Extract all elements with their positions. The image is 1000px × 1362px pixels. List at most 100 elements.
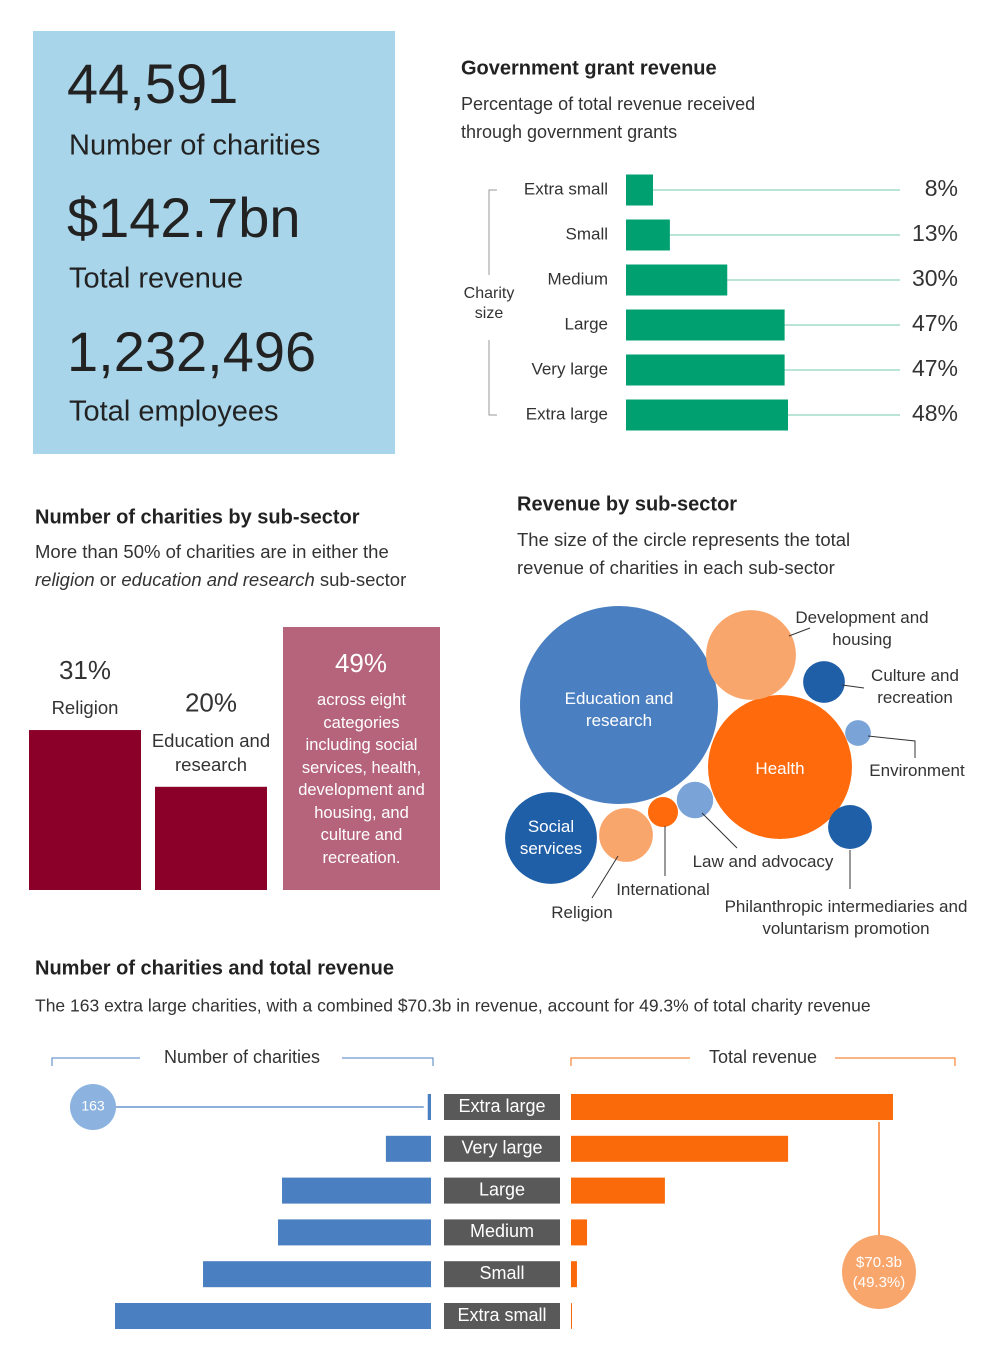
- bar: [626, 264, 728, 296]
- stat-value: 1,232,496: [67, 320, 316, 383]
- stat-label: Number of charities: [69, 130, 320, 162]
- bubble: [599, 808, 653, 862]
- bar: [278, 1219, 431, 1246]
- bubble-label-box: Development and housing: [795, 608, 929, 649]
- leader-line: [701, 812, 738, 849]
- chart-subtitle-box: More than 50% of charities are in either…: [35, 541, 407, 590]
- bar: [385, 1135, 431, 1162]
- bar: [571, 1177, 665, 1204]
- bubble: [845, 720, 871, 746]
- category-label: Extra large: [458, 1096, 545, 1116]
- chart-subtitle: Percentage of total revenue received thr…: [461, 94, 756, 142]
- chart-subtitle: The 163 extra large charities, with a co…: [35, 996, 871, 1016]
- value-label: 20%: [185, 688, 237, 718]
- chart-subtitle: The size of the circle represents the to…: [517, 529, 851, 578]
- bar: [571, 1303, 572, 1329]
- bubble-label-box: Philanthropic intermediaries and volunta…: [725, 897, 968, 938]
- value-label: 47%: [912, 355, 958, 381]
- bracket: [51, 1057, 434, 1066]
- stat-label: Total employees: [69, 396, 279, 428]
- legend-label: Number of charities: [164, 1047, 320, 1067]
- bracket: [570, 1057, 956, 1066]
- bubble: [708, 695, 852, 839]
- chart-title: Revenue by sub-sector: [517, 493, 737, 515]
- bar: [626, 309, 785, 341]
- bar: [155, 786, 267, 890]
- bar: [115, 1303, 432, 1329]
- bubble-label: Education and research: [564, 689, 674, 730]
- bubble: [706, 610, 796, 700]
- bubble-label: Religion: [551, 903, 613, 922]
- value-label: 30%: [912, 265, 958, 291]
- stat-value: $142.7bn: [67, 186, 301, 249]
- chart-subtitle-box: Percentage of total revenue received thr…: [461, 94, 756, 142]
- bar: [427, 1094, 431, 1120]
- legend-label: Total revenue: [709, 1047, 817, 1067]
- chart-title: Government grant revenue: [461, 57, 717, 79]
- annotation: (49.3%): [853, 1274, 906, 1291]
- leader-line: [591, 855, 619, 899]
- bubble-label: Law and advocacy: [692, 852, 834, 871]
- bar: [282, 1177, 431, 1204]
- category-label: Small: [479, 1263, 524, 1283]
- chart-subtitle-box: The size of the circle represents the to…: [517, 529, 851, 578]
- category-label: Extra small: [457, 1305, 546, 1325]
- leader-line: [841, 684, 865, 689]
- other-box: [283, 627, 440, 890]
- bubble-label-box: International: [616, 880, 710, 899]
- value-label: 48%: [912, 400, 958, 426]
- bubble: [828, 805, 872, 849]
- category-label: Large: [479, 1179, 525, 1199]
- bar: [571, 1261, 577, 1288]
- subtitle-part: sub-sector: [314, 569, 407, 590]
- category-label: Large: [565, 314, 608, 333]
- category-label: Very large: [531, 359, 608, 378]
- bubble-label: Social services: [519, 817, 583, 858]
- bubble: [647, 796, 679, 828]
- bubble-label-box: Education and research: [564, 689, 674, 730]
- bubble-label-box: Social services: [519, 817, 583, 858]
- label-bubble: [70, 1084, 116, 1130]
- bubble-label: International: [616, 880, 710, 899]
- other-description: across eight categories including social…: [298, 691, 425, 867]
- other-description-box: across eight categories including social…: [298, 691, 425, 867]
- bubble-label: Development and housing: [795, 608, 929, 649]
- category-box: [444, 1135, 560, 1162]
- axis-label: Charity size: [459, 279, 519, 329]
- category-label: Religion: [51, 697, 119, 719]
- leader-line: [788, 627, 811, 637]
- category-box: [444, 1219, 560, 1246]
- value-label: 8%: [925, 175, 958, 201]
- bubble-label-box: Religion: [551, 903, 613, 922]
- bar: [626, 219, 670, 251]
- bar: [203, 1261, 431, 1288]
- bubble: [505, 792, 597, 884]
- value-label: 47%: [912, 310, 958, 336]
- leader-line: [867, 735, 916, 758]
- chart-title: Number of charities by sub-sector: [35, 506, 360, 528]
- category-label: Extra small: [524, 179, 608, 198]
- value-label: 31%: [59, 655, 111, 685]
- stat-value: 44,591: [67, 52, 238, 115]
- subtitle-part: More than 50% of charities are in either…: [35, 541, 389, 562]
- bubble: [803, 661, 845, 703]
- bubble-label-box: Health: [755, 759, 804, 778]
- annotation: $70.3b: [856, 1254, 902, 1271]
- other-value-label: 49%: [335, 648, 387, 678]
- subtitle-part: education and research: [121, 569, 315, 590]
- category-label: Education and research: [151, 729, 271, 775]
- bubble-label: Environment: [869, 761, 965, 780]
- category-label: Medium: [548, 269, 608, 288]
- value-label: 163: [81, 1098, 105, 1114]
- subtitle-part: or: [94, 569, 122, 590]
- category-label: Very large: [461, 1138, 542, 1158]
- category-label-box: Religion: [51, 697, 119, 719]
- label-bubble: [842, 1235, 916, 1309]
- value-label: 13%: [912, 220, 958, 246]
- axis-label-box: Charity size: [459, 279, 519, 329]
- bubble-label-box: Environment: [869, 761, 965, 780]
- bubble: [676, 781, 714, 819]
- bar: [571, 1135, 789, 1162]
- bar: [626, 174, 653, 206]
- category-label: Extra large: [526, 404, 608, 423]
